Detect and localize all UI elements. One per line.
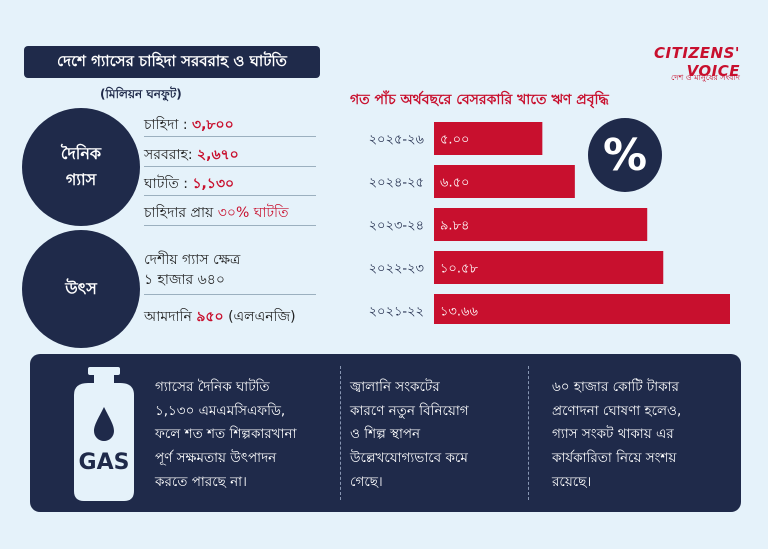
demand-row: চাহিদা : ৩,৮০০ — [144, 113, 314, 137]
category-label: ২০২৩-২৪ — [369, 219, 424, 234]
bar — [434, 208, 648, 241]
bar-value-label: ১০.৫৮ — [440, 262, 478, 277]
info-column-2: জ্বালানি সংকটের কারণে নতুন বিনিয়োগ ও শি… — [350, 376, 469, 494]
divider — [144, 166, 316, 167]
brand-tagline: দেশ ও মানুষের সংবাদ — [671, 73, 740, 82]
info-line: ও শিল্প স্থাপন — [350, 426, 421, 443]
info-line: রয়েছে। — [552, 473, 592, 490]
bar — [434, 122, 543, 155]
info-line: প্রণোদনা ঘোষণা হলেও, — [552, 402, 682, 419]
percent-icon: % — [588, 118, 662, 192]
info-line: কার্যকারিতা নিয়ে সংশয় — [552, 449, 677, 466]
info-line: ফলে শত শত শিল্পকারখানা — [155, 426, 297, 443]
daily-gas-label-line2: গ্যাস — [65, 170, 97, 189]
demand-label: চাহিদা : — [144, 117, 193, 133]
column-divider — [528, 366, 529, 500]
chart-title: গত পাঁচ অর্থবছরে বেসরকারি খাতে ঋণ প্রবৃদ… — [350, 92, 609, 108]
info-line: করতে পারছে না। — [155, 473, 247, 490]
column-divider — [340, 366, 341, 500]
supply-value: ২,৬৭০ — [197, 147, 239, 163]
daily-gas-label-line1: দৈনিক — [60, 144, 102, 164]
bar — [434, 294, 730, 324]
brand-logo: CITIZENS' VOICE — [654, 44, 740, 80]
deficit-share-value: ৩০% ঘাটতি — [217, 205, 289, 221]
category-label: ২০২১-২২ — [369, 305, 424, 320]
info-line: জ্বালানি সংকটের — [350, 379, 440, 395]
bar — [434, 251, 664, 284]
category-label: ২০২২-২৩ — [369, 262, 424, 277]
info-column-3: ৬০ হাজার কোটি টাকার প্রণোদনা ঘোষণা হলেও,… — [552, 376, 681, 494]
source-label: উৎস — [65, 279, 97, 299]
divider — [144, 136, 316, 137]
supply-row: সরবরাহ: ২,৬৭০ — [144, 143, 314, 167]
demand-value: ৩,৮০০ — [192, 117, 234, 133]
info-line: ৬০ হাজার কোটি টাকার — [552, 379, 679, 395]
import-prefix: আমদানি — [144, 309, 197, 325]
bar — [434, 165, 575, 198]
import-row: আমদানি ৯৫০ (এলএনজি) — [144, 305, 314, 329]
cylinder-label: GAS — [79, 450, 130, 475]
bar-value-label: ৬.৫০ — [440, 176, 469, 191]
category-label: ২০২৪-২৫ — [369, 176, 424, 191]
domestic-source-value: ১ হাজার ৬৪০ — [144, 272, 225, 288]
bar-value-label: ৯.৮৪ — [440, 219, 469, 234]
domestic-source-label: দেশীয় গ্যাস ক্ষেত্র — [144, 252, 241, 268]
source-badge: উৎস — [22, 230, 140, 348]
divider — [144, 195, 316, 196]
info-line: গেছে। — [350, 473, 383, 490]
deficit-share-prefix: চাহিদার প্রায় — [144, 205, 218, 221]
bar-value-label: ৫.০০ — [440, 133, 469, 148]
import-value: ৯৫০ — [196, 309, 224, 325]
divider — [144, 294, 316, 295]
gas-cylinder-icon: GAS — [74, 367, 134, 501]
info-line: কারণে নতুন বিনিয়োগ — [350, 402, 469, 419]
deficit-label: ঘাটতি : — [144, 176, 193, 192]
credit-growth-chart: ২০২৫-২৬ ৫.০০ ২০২৪-২৫ ৬.৫০ ২০২৩-২৪ ৯.৮৪ ২০২২-২৩… — [369, 122, 730, 324]
divider — [144, 225, 316, 226]
deficit-share-row: চাহিদার প্রায় ৩০% ঘাটতি — [144, 201, 314, 225]
info-line: উল্লেখযোগ্যভাবে কমে — [350, 449, 468, 466]
info-line: গ্যাসের দৈনিক ঘাটতি — [155, 379, 270, 395]
import-suffix: (এলএনজি) — [223, 309, 296, 325]
info-line: গ্যাস সংকট থাকায় এর — [552, 426, 674, 443]
deficit-row: ঘাটতি : ১,১৩০ — [144, 172, 314, 196]
supply-label: সরবরাহ: — [144, 147, 198, 163]
infographic-title: দেশে গ্যাসের চাহিদা সরবরাহ ও ঘাটতি — [24, 46, 320, 78]
info-panel — [30, 354, 741, 512]
info-line: ১,১৩০ এমএমসিএফডি, — [155, 402, 286, 419]
info-line: পূর্ণ সক্ষমতায় উৎপাদন — [155, 449, 277, 466]
info-column-1: গ্যাসের দৈনিক ঘাটতি ১,১৩০ এমএমসিএফডি, ফল… — [155, 376, 296, 494]
deficit-value: ১,১৩০ — [192, 176, 235, 192]
daily-gas-badge: দৈনিক গ্যাস — [22, 108, 140, 226]
unit-label: (মিলিয়ন ঘনফুট) — [100, 87, 182, 101]
bar-value-label: ১৩.৬৬ — [440, 305, 478, 320]
category-label: ২০২৫-২৬ — [369, 133, 425, 148]
